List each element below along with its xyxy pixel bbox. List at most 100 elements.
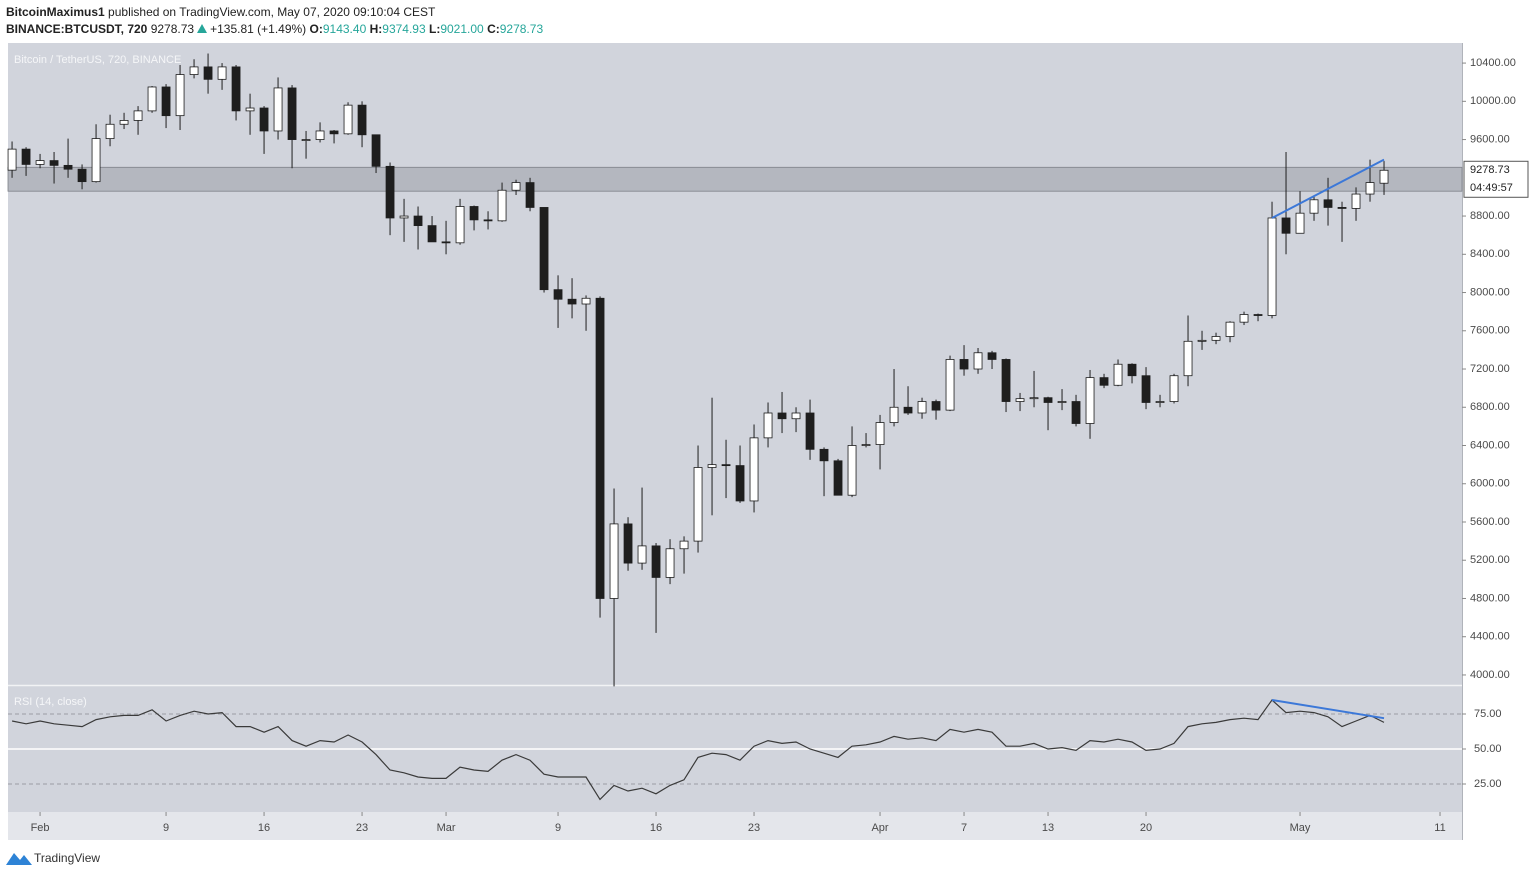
- candle-body: [945, 359, 955, 411]
- candle: [1267, 201, 1277, 319]
- candle: [1337, 201, 1347, 242]
- candle: [1225, 321, 1235, 343]
- candle-body: [427, 225, 437, 243]
- x-tick-label: Apr: [871, 822, 888, 834]
- candle: [665, 539, 675, 585]
- author[interactable]: BitcoinMaximus1: [6, 5, 105, 19]
- candle-body: [679, 540, 689, 550]
- candle-body: [861, 444, 871, 446]
- candle: [1029, 370, 1039, 408]
- candle-body: [357, 104, 367, 136]
- candle-body: [441, 241, 451, 244]
- candle-body: [91, 138, 101, 183]
- x-tick-label: 11: [1434, 822, 1445, 834]
- y-tick-label: 4400.00: [1470, 631, 1510, 643]
- candle: [1211, 332, 1221, 345]
- candle: [1169, 373, 1179, 404]
- x-tick-label: 23: [356, 822, 368, 834]
- candle: [819, 447, 829, 497]
- candle-body: [791, 412, 801, 420]
- rsi-line: [11, 699, 1385, 801]
- y-tick-label: 6800.00: [1470, 401, 1510, 413]
- candle-body: [1197, 339, 1207, 342]
- candle-body: [889, 406, 899, 423]
- candle-body: [77, 168, 87, 183]
- y-tick-label: 8000.00: [1470, 286, 1510, 298]
- candle-body: [49, 160, 59, 166]
- candle: [1155, 394, 1165, 408]
- candle-body: [287, 87, 297, 140]
- trendline: [1271, 158, 1385, 219]
- candle-body: [301, 139, 311, 141]
- y-tick-label: 4800.00: [1470, 592, 1510, 604]
- candle: [875, 414, 885, 470]
- candle-body: [119, 120, 129, 125]
- x-tick-label: 7: [961, 822, 967, 834]
- y-tick-label: 10000.00: [1470, 95, 1516, 107]
- y-tick-label: 8800.00: [1470, 210, 1510, 222]
- candle: [399, 198, 409, 242]
- candle: [259, 106, 269, 154]
- candle-body: [777, 412, 787, 420]
- candle-body: [147, 86, 157, 112]
- y-tick-label: 8400.00: [1470, 248, 1510, 260]
- candle: [861, 433, 871, 448]
- candle: [679, 536, 689, 574]
- candle: [441, 220, 451, 255]
- pane-title: RSI (14, close): [14, 696, 87, 708]
- candle-body: [21, 148, 31, 165]
- candle-body: [1071, 401, 1081, 424]
- candle: [707, 397, 717, 516]
- candle: [1001, 358, 1011, 413]
- candle: [105, 114, 115, 147]
- x-tick-label: 20: [1140, 822, 1152, 834]
- candle-body: [161, 86, 171, 117]
- candle: [791, 407, 801, 433]
- l-label: L:: [429, 22, 441, 36]
- candle-body: [133, 110, 143, 121]
- candle: [35, 153, 45, 169]
- header-line-2: BINANCE:BTCUSDT, 720 9278.73 +135.81 (+1.…: [6, 21, 543, 38]
- candle-body: [1253, 314, 1263, 316]
- candle: [7, 141, 17, 178]
- x-tick-label: 13: [1042, 822, 1054, 834]
- symbol: BINANCE:BTCUSDT, 720: [6, 22, 148, 36]
- candle: [1295, 191, 1305, 234]
- candle-body: [1155, 401, 1165, 403]
- candle-body: [329, 130, 339, 135]
- candle: [987, 350, 997, 370]
- last-price-label: 9278.73: [1470, 164, 1510, 176]
- x-tick-label: 9: [163, 822, 169, 834]
- candle: [301, 130, 311, 159]
- candle-body: [105, 123, 115, 140]
- candle-body: [903, 406, 913, 414]
- header-line-1: BitcoinMaximus1 published on TradingView…: [6, 4, 543, 21]
- x-tick-label: Feb: [31, 822, 50, 834]
- pane-title: Bitcoin / TetherUS, 720, BINANCE: [14, 54, 181, 66]
- candle: [777, 391, 787, 434]
- y-tick-label: 7600.00: [1470, 325, 1510, 337]
- tradingview-logo: [6, 853, 32, 865]
- y-tick-label: 7200.00: [1470, 363, 1510, 375]
- change: +135.81 (+1.49%): [210, 22, 307, 36]
- candle-body: [231, 66, 241, 112]
- candle-body: [1183, 340, 1193, 377]
- candle: [483, 211, 493, 230]
- candle-body: [259, 107, 269, 132]
- candle-body: [1323, 199, 1333, 208]
- candle: [147, 86, 157, 113]
- candle: [749, 424, 759, 513]
- candle-body: [707, 464, 717, 468]
- candle-body: [1099, 377, 1109, 386]
- candle: [49, 151, 59, 184]
- candle: [539, 207, 549, 293]
- candle: [1057, 389, 1067, 411]
- x-tick-label: 16: [650, 822, 662, 834]
- candle: [371, 134, 381, 174]
- candle-body: [973, 352, 983, 370]
- candle-body: [819, 448, 829, 462]
- candle-body: [1015, 398, 1025, 402]
- candle-body: [1379, 169, 1389, 184]
- price: 9278.73: [150, 22, 195, 36]
